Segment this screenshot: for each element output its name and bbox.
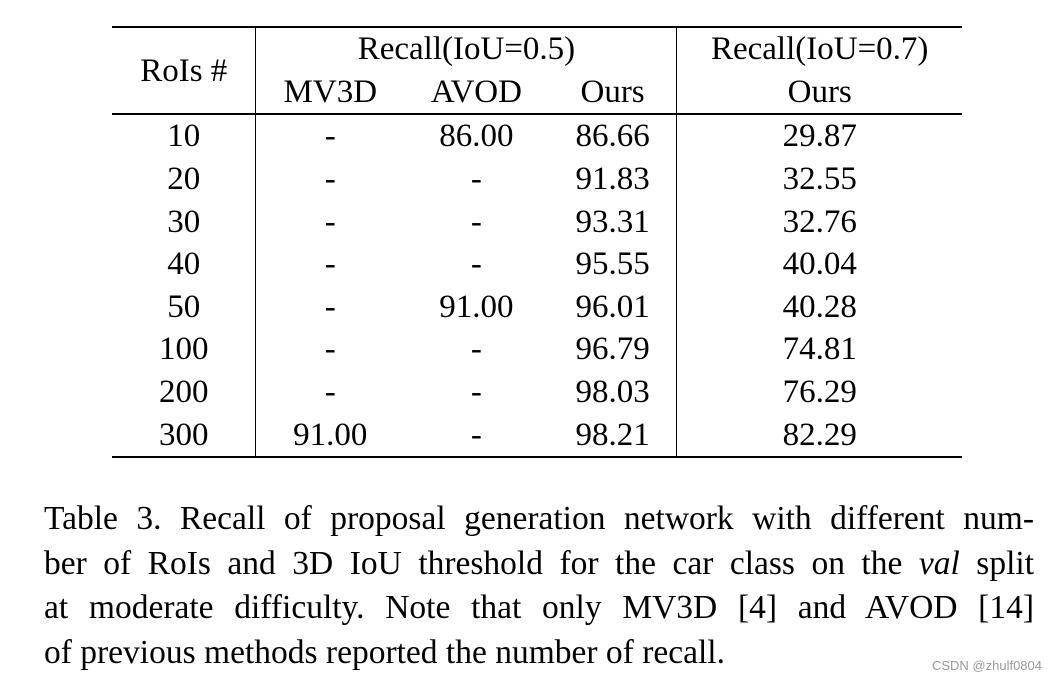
cell-mv3d: - bbox=[324, 118, 336, 155]
cell-ours-05: 98.21 bbox=[548, 413, 678, 457]
cell-rois: 200 bbox=[112, 370, 257, 414]
cell-ours-05: 91.83 bbox=[548, 157, 678, 201]
caption-line-3: at moderate difficulty. Note that only M… bbox=[44, 589, 1034, 626]
cell-rois: 40 bbox=[112, 242, 257, 286]
cell-mv3d: - bbox=[324, 246, 336, 283]
cell-mv3d: 91.00 bbox=[293, 416, 368, 453]
table-header-row-1: RoIs # Recall(IoU=0.5) Recall(IoU=0.7) bbox=[112, 27, 962, 116]
table-row: 40 - - 95.55 40.04 bbox=[112, 242, 962, 286]
cell-ours-05: 96.79 bbox=[548, 328, 678, 371]
cell-rois: 10 bbox=[112, 114, 257, 158]
header-avod: AVOD bbox=[430, 73, 522, 110]
watermark: CSDN @zhulf0804 bbox=[931, 658, 1042, 673]
cell-avod: 91.00 bbox=[439, 288, 514, 325]
cell-mv3d: - bbox=[324, 374, 336, 411]
cell-avod: - bbox=[470, 331, 482, 368]
caption-line-4: of previous methods reported the number … bbox=[44, 633, 725, 671]
header-rois: RoIs # bbox=[112, 27, 257, 116]
cell-ours-07: 82.29 bbox=[782, 416, 857, 453]
cell-ours-07: 40.04 bbox=[782, 246, 857, 283]
caption-line-1: Table 3. Recall of proposal generation n… bbox=[44, 500, 1034, 537]
cell-ours-07: 40.28 bbox=[782, 288, 857, 325]
recall-table: RoIs # Recall(IoU=0.5) Recall(IoU=0.7) M… bbox=[112, 26, 962, 458]
caption-line-2-post: split bbox=[959, 544, 1034, 582]
header-ours-05: Ours bbox=[548, 70, 678, 115]
cell-avod: - bbox=[470, 203, 482, 240]
header-mv3d: MV3D bbox=[283, 73, 378, 110]
table-row: 10 - 86.00 86.66 29.87 bbox=[112, 114, 962, 158]
cell-ours-07: 29.87 bbox=[782, 118, 857, 155]
header-recall-iou-07: Recall(IoU=0.7) bbox=[710, 31, 929, 68]
recall-table-container: RoIs # Recall(IoU=0.5) Recall(IoU=0.7) M… bbox=[112, 26, 962, 458]
caption-val-term: val bbox=[918, 544, 960, 582]
table-row: 20 - - 91.83 32.55 bbox=[112, 157, 962, 201]
table-row: 100 - - 96.79 74.81 bbox=[112, 328, 962, 371]
cell-mv3d: - bbox=[324, 161, 336, 198]
header-recall-iou-05: Recall(IoU=0.5) bbox=[255, 27, 678, 71]
cell-ours-07: 74.81 bbox=[782, 331, 857, 368]
cell-ours-07: 76.29 bbox=[782, 374, 857, 411]
table-row: 50 - 91.00 96.01 40.28 bbox=[112, 285, 962, 329]
cell-ours-05: 98.03 bbox=[548, 370, 678, 414]
header-ours-07: Ours bbox=[787, 73, 852, 110]
cell-rois: 100 bbox=[112, 328, 257, 371]
cell-mv3d: - bbox=[324, 331, 336, 368]
cell-avod: - bbox=[470, 374, 482, 411]
table-row: 200 - - 98.03 76.29 bbox=[112, 370, 962, 414]
cell-mv3d: - bbox=[324, 203, 336, 240]
cell-rois: 30 bbox=[112, 200, 257, 243]
cell-ours-05: 96.01 bbox=[548, 285, 678, 329]
cell-ours-05: 95.55 bbox=[548, 242, 678, 286]
cell-avod: - bbox=[470, 161, 482, 198]
caption-line-2: ber of RoIs and 3D IoU threshold for the… bbox=[44, 542, 1034, 587]
cell-ours-05: 86.66 bbox=[548, 114, 678, 158]
cell-avod: 86.00 bbox=[439, 118, 514, 155]
table-row: 300 91.00 - 98.21 82.29 bbox=[112, 413, 962, 457]
cell-ours-07: 32.76 bbox=[782, 203, 857, 240]
table-row: 30 - - 93.31 32.76 bbox=[112, 200, 962, 243]
cell-ours-07: 32.55 bbox=[782, 161, 857, 198]
cell-rois: 20 bbox=[112, 157, 257, 201]
cell-ours-05: 93.31 bbox=[548, 200, 678, 243]
cell-avod: - bbox=[470, 246, 482, 283]
cell-avod: - bbox=[470, 416, 482, 453]
cell-rois: 50 bbox=[112, 285, 257, 329]
caption-line-2-pre: ber of RoIs and 3D IoU threshold for the… bbox=[44, 544, 919, 582]
table-caption: Table 3. Recall of proposal generation n… bbox=[44, 497, 1034, 675]
table-header-row-2: MV3D AVOD Ours Ours bbox=[112, 70, 962, 115]
cell-rois: 300 bbox=[112, 413, 257, 457]
cell-mv3d: - bbox=[324, 288, 336, 325]
